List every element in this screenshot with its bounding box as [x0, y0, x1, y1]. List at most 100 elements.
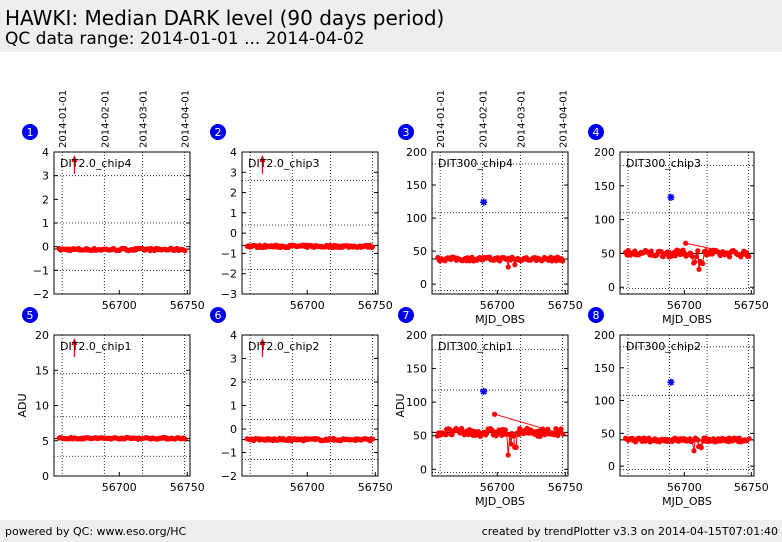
date-label: 2014-03-01	[516, 90, 527, 148]
x-tick-label: 56750	[734, 299, 769, 312]
date-label: 2014-03-01	[138, 90, 149, 148]
date-label: 2014-02-01	[100, 90, 111, 148]
panel-title: DIT300_chip4	[438, 157, 513, 170]
y-tick-label: 3	[42, 170, 49, 183]
panel-title: DIT2.0_chip2	[248, 340, 319, 353]
plot-frame	[619, 151, 755, 295]
y-tick-label: 200	[406, 329, 427, 342]
date-label: 2014-02-01	[478, 90, 489, 148]
panel-title: DIT300_chip3	[626, 157, 701, 170]
date-label: 2014-04-01	[559, 90, 570, 148]
y-tick-label: −2	[221, 470, 237, 483]
x-axis-label: MJD_OBS	[662, 313, 712, 326]
y-tick-label: 150	[406, 363, 427, 376]
data-line	[437, 256, 564, 268]
y-tick-label: 0	[608, 281, 615, 294]
x-tick-label: 56750	[170, 481, 205, 494]
y-tick-label: 150	[594, 180, 615, 193]
outlier-marker	[667, 193, 675, 201]
offscale-arrow-head	[71, 155, 78, 162]
panel-badge	[210, 307, 226, 323]
panel-title: DIT300_chip1	[438, 340, 513, 353]
x-tick-label: 56750	[734, 481, 769, 494]
x-tick-label: 56750	[358, 299, 393, 312]
panel-badge	[22, 307, 38, 323]
date-label: 2014-01-01	[436, 90, 447, 148]
page-subtitle: QC data range: 2014-01-01 ... 2014-04-02	[5, 29, 365, 49]
y-tick-label: 100	[594, 395, 615, 408]
data-line	[247, 244, 373, 249]
x-tick-label: 56750	[548, 299, 583, 312]
data-line	[436, 413, 564, 455]
panel-badge	[398, 307, 414, 323]
x-tick-label: 56700	[480, 299, 515, 312]
y-tick-label: 10	[35, 400, 49, 413]
offscale-arrow-head	[259, 155, 266, 162]
y-tick-label: 2	[42, 193, 49, 206]
y-tick-label: 4	[230, 146, 237, 159]
plot-frame	[431, 151, 569, 295]
x-tick-label: 56700	[290, 481, 325, 494]
y-tick-label: 4	[42, 146, 49, 159]
panel-badge-number: 3	[403, 126, 410, 139]
x-axis-label: MJD_OBS	[662, 495, 712, 508]
x-tick-label: 56700	[667, 299, 702, 312]
outlier-marker	[667, 378, 675, 386]
panel-badge-number: 2	[215, 126, 222, 139]
y-tick-label: 15	[35, 364, 49, 377]
y-tick-label: 150	[594, 362, 615, 375]
x-axis-label: MJD_OBS	[475, 495, 525, 508]
x-tick-label: 56700	[667, 481, 702, 494]
panel-badge	[22, 124, 38, 140]
panel-badge-number: 6	[215, 309, 222, 322]
outlier-marker	[480, 387, 488, 395]
outlier-marker	[480, 198, 488, 206]
y-tick-label: 0	[608, 460, 615, 473]
y-tick-label: 20	[35, 329, 49, 342]
panel-badge-number: 5	[27, 309, 34, 322]
data-line	[59, 436, 186, 440]
y-tick-label: 0	[420, 463, 427, 476]
y-tick-label: −1	[221, 247, 237, 260]
y-tick-label: 0	[420, 278, 427, 291]
plot-frame	[431, 334, 569, 477]
panel-badge-number: 4	[593, 126, 600, 139]
y-tick-label: 2	[230, 187, 237, 200]
date-label: 2014-01-01	[58, 90, 69, 148]
page-title: HAWKI: Median DARK level (90 days period…	[5, 6, 445, 30]
footer-generator: created by trendPlotter v3.3 on 2014-04-…	[481, 525, 778, 538]
y-tick-label: 200	[406, 146, 427, 159]
panel-badge-number: 1	[27, 126, 34, 139]
y-tick-label: 0	[230, 227, 237, 240]
x-tick-label: 56700	[102, 299, 137, 312]
y-axis-label: ADU	[16, 393, 29, 417]
panel-badge	[588, 124, 604, 140]
y-tick-label: 100	[406, 212, 427, 225]
y-tick-label: 3	[230, 353, 237, 366]
data-point	[182, 248, 188, 254]
plot-frame	[241, 151, 379, 295]
plot-frame	[619, 334, 755, 477]
data-line	[246, 437, 373, 442]
x-tick-label: 56700	[290, 299, 325, 312]
footer-bar: powered by QC: www.eso.org/HC created by…	[0, 520, 782, 542]
y-tick-label: 50	[413, 245, 427, 258]
y-tick-label: 0	[42, 470, 49, 483]
y-tick-label: −3	[221, 288, 237, 301]
y-tick-label: −2	[221, 268, 237, 281]
y-tick-label: −1	[221, 447, 237, 460]
panel-title: DIT2.0_chip4	[60, 157, 131, 170]
offscale-arrow-head	[259, 338, 266, 345]
x-tick-label: 56750	[358, 481, 393, 494]
y-tick-label: 50	[413, 430, 427, 443]
y-tick-label: 1	[230, 207, 237, 220]
data-line	[625, 436, 750, 451]
y-tick-label: 0	[42, 241, 49, 254]
y-tick-label: 2	[230, 376, 237, 389]
y-tick-label: −1	[33, 264, 49, 277]
x-axis-label: MJD_OBS	[475, 313, 525, 326]
y-tick-label: −2	[33, 288, 49, 301]
y-tick-label: 200	[594, 329, 615, 342]
y-tick-label: 100	[594, 214, 615, 227]
panel-badge	[398, 124, 414, 140]
